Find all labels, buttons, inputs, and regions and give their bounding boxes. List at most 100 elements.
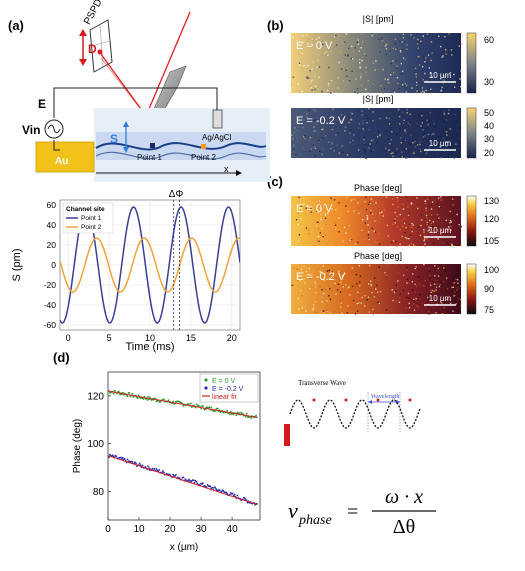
speckle — [422, 133, 424, 136]
speckle — [404, 157, 407, 159]
speckle — [420, 155, 422, 157]
speckle — [425, 89, 427, 92]
speckle — [403, 217, 405, 220]
speckle — [438, 206, 441, 208]
speckle — [424, 200, 427, 202]
speckle — [417, 38, 419, 41]
speckle — [319, 270, 321, 273]
speckle — [414, 146, 416, 148]
speckle — [452, 198, 454, 200]
speckle — [324, 213, 327, 215]
speckle — [322, 128, 324, 130]
y-tick-label: 80 — [93, 487, 105, 498]
speckle — [331, 208, 333, 210]
speckle — [397, 226, 399, 228]
speckle — [316, 124, 318, 126]
speckle — [452, 204, 454, 206]
scatter-point-2 — [175, 474, 177, 476]
speckle — [328, 295, 330, 297]
speckle — [395, 59, 398, 62]
speckle — [372, 313, 375, 315]
speckle — [439, 274, 441, 276]
speckle — [423, 264, 425, 266]
speckle — [359, 275, 362, 277]
speckle — [343, 127, 346, 129]
speckle — [317, 121, 319, 123]
map-b-top-e-label: E = 0 V — [296, 40, 333, 52]
scatter-point-1 — [214, 410, 216, 413]
speckle — [372, 121, 374, 123]
speckle — [338, 202, 340, 204]
speckle — [401, 151, 403, 153]
speckle — [298, 196, 300, 199]
speckle — [370, 209, 372, 212]
speckle — [420, 91, 423, 94]
speckle — [294, 127, 296, 129]
speckle — [394, 211, 396, 214]
speckle — [428, 229, 430, 231]
speckle — [345, 232, 347, 234]
speckle — [333, 115, 335, 117]
speckle — [367, 117, 369, 120]
scatter-point-2 — [211, 486, 214, 489]
speckle — [411, 230, 413, 233]
speckle — [364, 295, 366, 297]
speckle — [368, 272, 370, 274]
speckle — [321, 137, 324, 139]
speckle — [322, 235, 324, 238]
speckle — [430, 289, 432, 291]
speckle — [322, 234, 324, 237]
speckle — [344, 54, 347, 56]
speckle — [412, 142, 414, 144]
speckle — [406, 112, 408, 114]
speckle — [366, 122, 368, 124]
speckle — [311, 137, 313, 140]
speckle — [388, 117, 391, 120]
speckle — [440, 45, 442, 48]
map-c-bottom-e-label: E = -0.2 V — [296, 271, 346, 283]
speckle — [428, 120, 430, 123]
laser-incident — [145, 11, 191, 117]
speckle — [424, 279, 426, 282]
speckle — [373, 270, 375, 272]
speckle — [443, 306, 445, 309]
speckle — [350, 200, 352, 202]
speckle — [298, 234, 301, 236]
speckle — [392, 47, 395, 50]
chart-a-legend-title: Channel site — [66, 206, 105, 213]
speckle — [433, 156, 436, 158]
speckle — [308, 233, 310, 235]
speckle — [337, 87, 339, 89]
scatter-point-1 — [131, 392, 134, 395]
speckle — [416, 84, 418, 86]
speckle — [413, 37, 415, 39]
speckle — [413, 309, 416, 311]
speckle — [368, 265, 371, 267]
speckle — [302, 126, 304, 129]
legend-label-point1: Point 1 — [81, 215, 102, 222]
speckle — [320, 217, 322, 219]
speckle — [316, 239, 318, 241]
scatter-point-1 — [113, 389, 116, 392]
speckle — [378, 243, 381, 245]
speckle — [399, 50, 402, 52]
laser-spot — [97, 49, 103, 55]
speckle — [327, 54, 329, 56]
speckle — [454, 48, 456, 51]
speckle — [385, 150, 388, 152]
speckle — [444, 145, 447, 147]
speckle — [399, 51, 402, 53]
speckle — [422, 129, 424, 131]
formula-denominator: Δθ — [393, 516, 415, 538]
speckle — [438, 146, 441, 148]
speckle — [319, 108, 321, 111]
speckle — [331, 79, 333, 82]
scatter-point-1 — [167, 399, 170, 402]
speckle — [411, 281, 413, 283]
speckle — [428, 270, 431, 272]
speckle — [366, 218, 369, 220]
speckle — [361, 296, 363, 299]
speckle — [421, 219, 423, 221]
speckle — [354, 243, 357, 245]
speckle — [298, 64, 301, 66]
